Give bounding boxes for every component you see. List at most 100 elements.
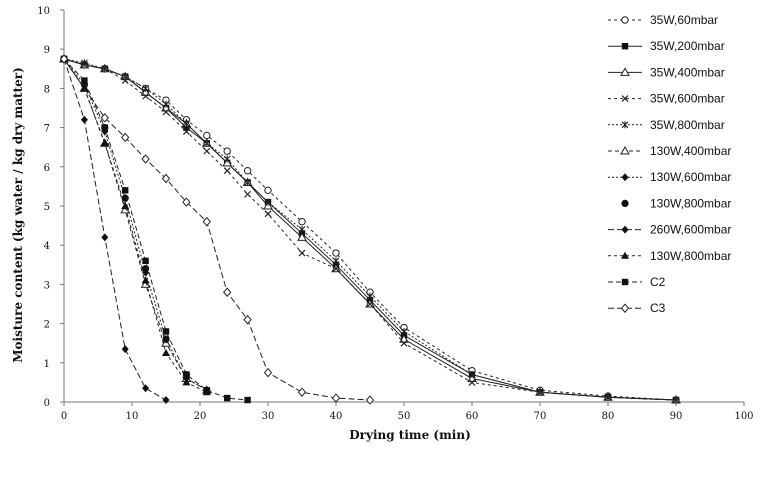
legend-label: 130W,400mbar (650, 144, 731, 158)
data-point (468, 378, 476, 386)
legend: 35W,60mbar 35W,200mbar 35W,400mbar 35W,600m… (608, 13, 731, 315)
y-axis-title: Moisture content (kg water / kg dry matt… (11, 67, 25, 363)
data-point (100, 139, 109, 147)
series-10 (60, 55, 211, 396)
data-point (243, 167, 252, 175)
data-point (620, 67, 630, 76)
data-point (141, 154, 150, 164)
legend-item: 130W,600mbar (608, 170, 731, 184)
data-point (366, 292, 374, 300)
x-tick-label: 20 (194, 411, 207, 422)
data-point (223, 167, 231, 175)
data-point (244, 190, 252, 198)
y-tick-label: 3 (44, 280, 50, 291)
series-line (63, 58, 208, 391)
y-tick-label: 0 (44, 398, 50, 409)
data-point (183, 371, 190, 378)
data-point (101, 124, 108, 131)
series-2 (60, 55, 680, 404)
series-line (63, 58, 677, 401)
data-point (141, 276, 150, 284)
data-point (182, 128, 190, 135)
series-12 (59, 54, 375, 405)
legend-item: 130W,400mbar (608, 144, 731, 158)
legend-item: 35W,800mbar (608, 118, 725, 132)
legend-item: 260W,600mbar (608, 223, 731, 237)
data-point (162, 108, 170, 116)
x-tick-label: 90 (670, 411, 683, 422)
y-tick-label: 8 (44, 84, 50, 95)
data-point (621, 121, 629, 129)
data-point (142, 92, 150, 100)
data-point (203, 139, 211, 147)
data-point (621, 225, 629, 234)
data-point (332, 257, 340, 265)
data-point (203, 387, 210, 394)
data-point (80, 115, 88, 124)
legend-item: 35W,60mbar (608, 13, 718, 27)
legend-label: 35W,800mbar (650, 118, 725, 132)
series-6 (59, 53, 212, 394)
data-point (244, 178, 251, 186)
data-point (223, 287, 232, 297)
y-tick-label: 10 (37, 6, 50, 17)
y-tick-label: 7 (44, 124, 50, 135)
data-point (264, 186, 272, 195)
series-line (63, 58, 677, 401)
data-point (621, 278, 629, 286)
data-point (142, 384, 150, 393)
data-point (203, 131, 211, 140)
y-tick-label: 9 (44, 45, 50, 56)
series-line (63, 58, 371, 401)
data-point (297, 387, 307, 397)
data-point (620, 145, 630, 155)
series-11 (60, 55, 251, 404)
legend-label: 35W,200mbar (650, 39, 725, 53)
x-tick-label: 40 (330, 411, 343, 422)
series-line (63, 58, 167, 401)
x-tick-label: 80 (602, 411, 615, 422)
series-line (63, 58, 677, 401)
data-point (400, 339, 408, 347)
data-point (101, 233, 109, 242)
legend-item: 35W,400mbar (608, 65, 725, 79)
data-point (122, 187, 129, 194)
data-point (162, 328, 170, 335)
data-point (264, 198, 272, 206)
y-tick-label: 5 (44, 202, 50, 213)
data-point (298, 226, 306, 234)
y-tick-label: 4 (44, 241, 50, 252)
data-point (203, 147, 211, 155)
legend-item: C2 (608, 275, 666, 289)
data-point (81, 77, 88, 84)
x-axis-title: Drying time (min) (349, 428, 471, 442)
legend-label: 35W,400mbar (650, 65, 725, 79)
data-point (620, 303, 630, 313)
series-1 (60, 55, 680, 404)
data-point (140, 279, 151, 288)
x-tick-label: 30 (262, 411, 275, 422)
data-point (536, 388, 544, 396)
series-line (63, 58, 208, 393)
data-point (621, 95, 629, 103)
series-4 (60, 55, 680, 404)
data-point (604, 393, 612, 401)
data-point (202, 216, 211, 227)
data-point (264, 210, 272, 218)
series-line (63, 58, 677, 401)
x-tick-label: 60 (466, 411, 479, 422)
data-point (298, 249, 306, 257)
data-point (121, 132, 130, 143)
data-point (621, 251, 629, 259)
data-point (243, 314, 252, 325)
legend-label: 35W,60mbar (650, 13, 718, 27)
y-tick-label: 6 (44, 163, 50, 174)
series-line (63, 58, 677, 401)
data-point (332, 265, 340, 273)
data-point (224, 394, 231, 402)
legend-item: C3 (608, 301, 666, 315)
data-point (121, 202, 130, 209)
data-point (162, 349, 170, 356)
legend-label: 130W,600mbar (650, 170, 731, 184)
